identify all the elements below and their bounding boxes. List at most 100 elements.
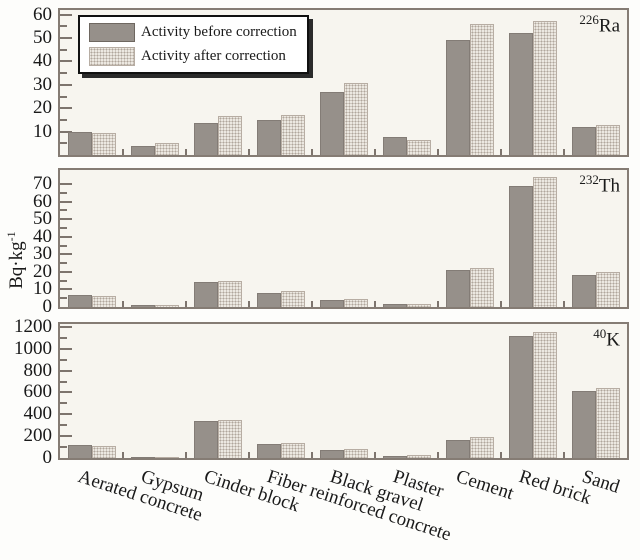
y-tick-label: 20: [33, 97, 52, 119]
y-major-tick: [60, 270, 72, 273]
bar-before-red-brick: [508, 335, 533, 458]
bar-after-cinder-block: [217, 420, 242, 458]
y-tick-label: 60: [33, 3, 52, 25]
bar-before-black-gravel: [319, 450, 344, 458]
bar-before-red-brick: [508, 185, 533, 307]
y-tick-label: 50: [33, 27, 52, 49]
y-minor-tick: [60, 380, 67, 383]
bar-after-cinder-block: [217, 280, 242, 307]
x-tick: [374, 149, 376, 155]
bar-after-cement: [469, 24, 494, 155]
bar-after-black-gravel: [343, 82, 368, 155]
bar-before-red-brick: [508, 33, 533, 155]
y-tick-label: 30: [33, 243, 52, 265]
bar-before-gypsum: [130, 456, 155, 458]
y-minor-tick: [60, 297, 67, 300]
y-minor-tick: [60, 424, 67, 427]
bar-before-cinder-block: [193, 282, 218, 307]
panel-226ra: 226Ra: [58, 8, 629, 157]
y-minor-tick: [60, 446, 67, 449]
bar-before-cement: [445, 270, 470, 307]
y-tick-label: 30: [33, 73, 52, 95]
bar-before-gypsum: [130, 305, 155, 307]
bar-after-red-brick: [532, 20, 557, 155]
y-major-tick: [60, 253, 72, 256]
y-major-tick: [60, 347, 72, 350]
x-tick: [500, 452, 502, 458]
x-tick: [311, 452, 313, 458]
y-minor-tick: [60, 279, 67, 282]
legend-item-before: Activity before correction: [89, 23, 297, 42]
bar-before-gypsum: [130, 145, 155, 155]
y-tick-label: 10: [33, 278, 52, 300]
x-tick: [374, 301, 376, 307]
bar-after-fiber-reinforced-concrete: [280, 442, 305, 458]
bar-after-red-brick: [532, 332, 557, 458]
x-tick: [122, 149, 124, 155]
y-major-tick: [60, 218, 72, 221]
y-minor-tick: [60, 191, 67, 194]
isotope-label-226ra: 226Ra: [579, 12, 620, 37]
bar-after-black-gravel: [343, 299, 368, 307]
x-tick: [122, 301, 124, 307]
x-label-cement: Cement: [453, 466, 516, 505]
legend-swatch-before: [89, 23, 135, 42]
y-minor-tick: [60, 95, 67, 98]
y-tick-label: 0: [42, 296, 53, 317]
x-tick: [122, 452, 124, 458]
x-tick: [500, 149, 502, 155]
legend-label-after: Activity after correction: [141, 48, 286, 64]
y-tick-label: 50: [33, 208, 52, 230]
y-tick-label: 70: [33, 173, 52, 195]
y-major-tick: [60, 83, 72, 86]
y-minor-tick: [60, 402, 67, 405]
bar-before-plaster: [382, 137, 407, 155]
y-minor-tick: [60, 358, 67, 361]
bar-after-plaster: [406, 139, 431, 155]
bar-after-plaster: [406, 455, 431, 458]
bar-after-cement: [469, 268, 494, 307]
bar-after-sand: [595, 271, 620, 307]
y-major-tick: [60, 435, 72, 438]
bar-before-aerated-concrete: [67, 294, 92, 307]
bar-before-black-gravel: [319, 91, 344, 155]
bar-before-aerated-concrete: [67, 131, 92, 155]
bar-before-cinder-block: [193, 123, 218, 155]
bar-before-fiber-reinforced-concrete: [256, 119, 281, 155]
isotope-label-232th: 232Th: [579, 172, 620, 197]
y-major-tick: [60, 13, 72, 16]
y-minor-tick: [60, 72, 67, 75]
bar-after-aerated-concrete: [91, 132, 116, 155]
y-tick-label: 0: [42, 447, 53, 468]
legend-label-before: Activity before correction: [141, 24, 297, 40]
y-major-tick: [60, 391, 72, 394]
y-minor-tick: [60, 226, 67, 229]
y-tick-label: 10: [33, 120, 52, 142]
x-tick: [311, 149, 313, 155]
x-tick: [185, 149, 187, 155]
x-tick: [185, 301, 187, 307]
bar-before-cement: [445, 439, 470, 458]
bar-after-aerated-concrete: [91, 446, 116, 458]
bar-before-plaster: [382, 456, 407, 458]
bar-before-cinder-block: [193, 421, 218, 458]
bar-before-fiber-reinforced-concrete: [256, 292, 281, 307]
legend-item-after: Activity after correction: [89, 47, 297, 66]
bar-after-cinder-block: [217, 116, 242, 155]
x-tick: [311, 301, 313, 307]
x-tick: [563, 149, 565, 155]
y-minor-tick: [60, 244, 67, 247]
y-tick-label: 1200: [14, 315, 52, 337]
y-major-tick: [60, 413, 72, 416]
y-minor-tick: [60, 209, 67, 212]
panel-40k: 40K: [58, 322, 629, 460]
bar-after-sand: [595, 124, 620, 155]
x-tick: [437, 301, 439, 307]
x-tick: [185, 452, 187, 458]
legend: Activity before correction Activity afte…: [78, 15, 309, 74]
y-minor-tick: [60, 25, 67, 28]
y-tick-label: 200: [23, 425, 53, 447]
isotope-label-40k: 40K: [593, 326, 620, 351]
bar-after-fiber-reinforced-concrete: [280, 115, 305, 155]
